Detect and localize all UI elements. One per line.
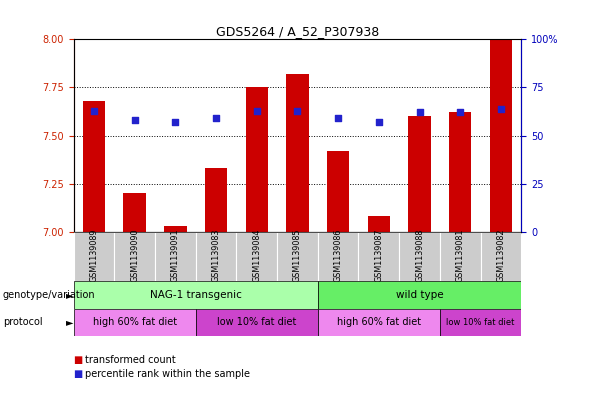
Text: wild type: wild type [396,290,444,300]
Bar [440,232,481,281]
Bar [196,232,236,281]
Text: GSM1139082: GSM1139082 [497,229,505,282]
Bar [327,151,349,232]
Point [415,109,424,116]
Text: GSM1139090: GSM1139090 [130,229,139,282]
Text: protocol: protocol [3,317,42,327]
Text: ■: ■ [74,369,86,379]
Bar [318,281,521,309]
Point [130,117,140,123]
Point [293,107,302,114]
Text: GSM1139086: GSM1139086 [333,229,343,282]
Bar [74,309,196,336]
Text: high 60% fat diet: high 60% fat diet [337,317,421,327]
Point [252,107,262,114]
Text: GSM1139084: GSM1139084 [252,229,262,282]
Title: GDS5264 / A_52_P307938: GDS5264 / A_52_P307938 [216,25,379,38]
Bar [114,232,155,281]
Text: ■: ■ [74,354,86,365]
Bar [408,116,431,232]
Text: GSM1139083: GSM1139083 [211,229,220,282]
Text: genotype/variation: genotype/variation [3,290,95,300]
Text: low 10% fat diet: low 10% fat diet [446,318,515,327]
Bar [74,281,318,309]
Text: ►: ► [66,290,73,300]
Text: GSM1139085: GSM1139085 [293,229,302,282]
Text: low 10% fat diet: low 10% fat diet [217,317,296,327]
Bar [359,232,399,281]
Bar [368,217,390,232]
Bar [236,232,277,281]
Text: high 60% fat diet: high 60% fat diet [92,317,177,327]
Point [171,119,180,125]
Bar [124,193,146,232]
Bar [399,232,440,281]
Point [90,107,99,114]
Bar [277,232,318,281]
Bar [205,168,227,232]
Bar [83,101,105,232]
Point [333,115,343,121]
Point [374,119,383,125]
Bar [440,309,521,336]
Text: GSM1139081: GSM1139081 [456,229,465,282]
Bar [246,87,268,232]
Bar [196,309,318,336]
Text: NAG-1 transgenic: NAG-1 transgenic [150,290,241,300]
Text: ►: ► [66,317,73,327]
Text: GSM1139091: GSM1139091 [171,229,180,282]
Bar [489,39,512,232]
Bar [164,226,187,232]
Point [211,115,221,121]
Bar [449,112,471,232]
Point [496,105,505,112]
Bar [155,232,196,281]
Bar [286,74,309,232]
Bar [318,309,440,336]
Bar [318,232,359,281]
Text: percentile rank within the sample: percentile rank within the sample [85,369,250,379]
Text: GSM1139088: GSM1139088 [415,229,424,282]
Text: GSM1139087: GSM1139087 [375,229,383,282]
Bar [74,232,114,281]
Text: transformed count: transformed count [85,354,176,365]
Bar [481,232,521,281]
Text: GSM1139089: GSM1139089 [90,229,98,282]
Point [455,109,465,116]
